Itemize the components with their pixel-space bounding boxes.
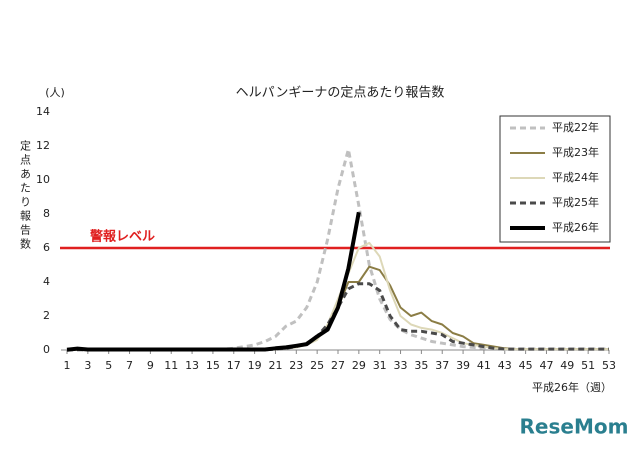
y-tick-label: 10 <box>36 173 50 186</box>
x-tick-label: 37 <box>435 359 449 372</box>
x-tick-label: 7 <box>126 359 133 372</box>
x-tick-label: 25 <box>310 359 324 372</box>
legend-label: 平成22年 <box>552 120 599 134</box>
series-line <box>67 241 609 351</box>
x-tick-label: 19 <box>248 359 262 372</box>
x-tick-label: 31 <box>373 359 387 372</box>
x-tick-label: 23 <box>289 359 303 372</box>
x-tick-label: 29 <box>352 359 366 372</box>
x-tick-label: 51 <box>581 359 595 372</box>
legend-label: 平成23年 <box>552 145 599 159</box>
y-tick-label: 12 <box>36 139 50 152</box>
x-tick-label: 33 <box>394 359 408 372</box>
chart-title: ヘルパンギーナの定点あたり報告数 <box>236 86 445 101</box>
x-tick-label: 43 <box>498 359 512 372</box>
x-tick-label: 35 <box>414 359 428 372</box>
x-tick-label: 1 <box>64 359 71 372</box>
y-tick-label: 8 <box>43 207 50 220</box>
x-tick-label: 41 <box>477 359 491 372</box>
y-tick-label: 2 <box>43 309 50 322</box>
legend-label: 平成26年 <box>552 220 599 234</box>
x-tick-label: 5 <box>105 359 112 372</box>
legend-label: 平成25年 <box>552 195 599 209</box>
legend-label: 平成24年 <box>552 170 599 184</box>
series-line <box>67 282 609 352</box>
y-tick-label: 6 <box>43 241 50 254</box>
x-tick-label: 13 <box>185 359 199 372</box>
x-tick-label: 21 <box>268 359 282 372</box>
x-tick-label: 27 <box>331 359 345 372</box>
x-tick-label: 11 <box>164 359 178 372</box>
x-tick-label: 9 <box>147 359 154 372</box>
x-tick-label: 45 <box>519 359 533 372</box>
y-tick-label: 14 <box>36 105 50 118</box>
watermark: ReseMom <box>520 415 629 439</box>
x-tick-label: 3 <box>84 359 91 372</box>
x-tick-label: 15 <box>206 359 220 372</box>
y-tick-label: 4 <box>43 275 50 288</box>
x-tick-label: 39 <box>456 359 470 372</box>
x-tick-label: 49 <box>560 359 574 372</box>
x-tick-label: 47 <box>539 359 553 372</box>
x-tick-label: 53 <box>602 359 616 372</box>
x-tick-label: 17 <box>227 359 241 372</box>
y-unit: (人) <box>45 86 65 99</box>
x-axis-title: 平成26年（週） <box>532 380 612 394</box>
y-tick-label: 0 <box>43 343 50 356</box>
series-line <box>66 211 361 352</box>
y-axis-title: 定点あたり報告数 <box>19 139 32 252</box>
threshold-label: 警報レベル <box>90 229 155 245</box>
